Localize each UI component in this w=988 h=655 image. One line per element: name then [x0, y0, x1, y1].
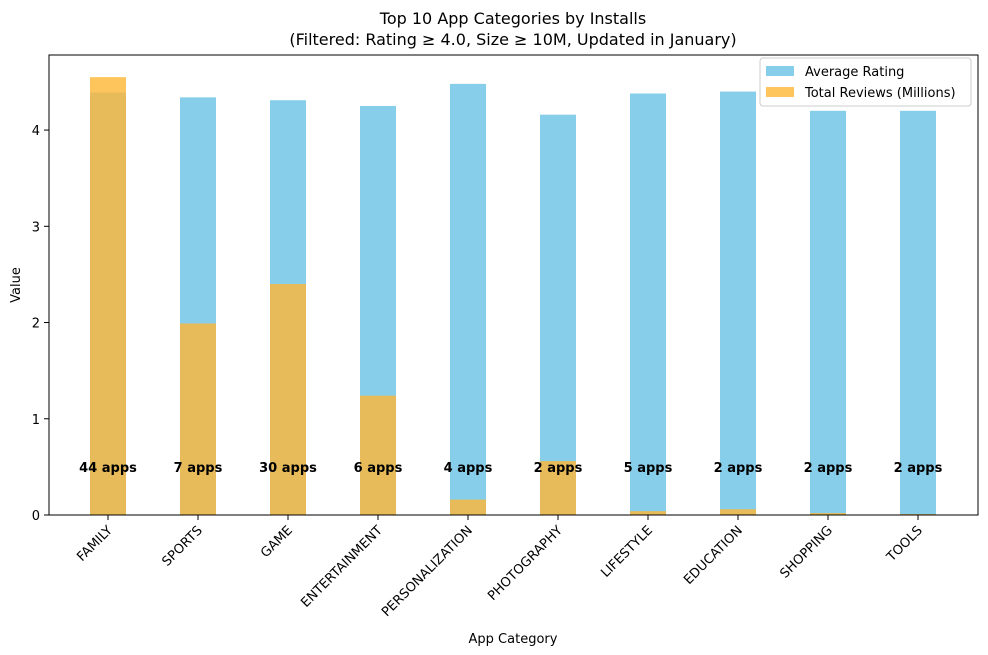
count-label-sports: 7 apps [174, 461, 223, 476]
count-label-shopping: 2 apps [804, 461, 853, 476]
count-label-personalization: 4 apps [444, 461, 493, 476]
legend-swatch-reviews [766, 87, 794, 97]
reviews-bars [90, 77, 936, 516]
legend-box [759, 57, 972, 107]
legend-label-rating: Average Rating [805, 65, 904, 80]
x-tick-label-personalization: PERSONALIZATION [379, 523, 476, 620]
x-axis-label: App Category [469, 632, 558, 647]
y-axis-label: Value [9, 267, 24, 303]
x-tick-label-sports: SPORTS [159, 523, 205, 569]
x-tick-label-entertainment: ENTERTAINMENT [298, 523, 385, 610]
bar-rating-shopping [810, 110, 846, 515]
count-label-family: 44 apps [79, 461, 137, 476]
y-axis: 0 1 2 3 4 [32, 124, 49, 524]
x-axis: FAMILY SPORTS GAME ENTERTAINMENTPERSONALIZA… [74, 515, 926, 620]
plot-frame [48, 54, 979, 516]
bar-reviews-photography [540, 461, 576, 515]
count-label-tools: 2 apps [894, 461, 943, 476]
x-tick-label-photography: PHOTOGRAPHY [485, 523, 566, 604]
legend-swatch-rating [766, 66, 794, 76]
chart-subtitle: (Filtered: Rating ≥ 4.0, Size ≥ 10M, Upd… [289, 30, 736, 49]
count-label-photography: 2 apps [534, 461, 583, 476]
rating-bars [90, 83, 936, 516]
y-tick-label: 4 [32, 124, 40, 139]
x-tick-label-tools: TOOLS [883, 523, 925, 565]
x-tick-label-game: GAME [258, 523, 296, 561]
count-label-education: 2 apps [714, 461, 763, 476]
bar-rating-tools [900, 110, 936, 515]
bar-rating-lifestyle [630, 93, 666, 516]
bar-reviews-lifestyle [630, 511, 666, 515]
x-tick-label-family: FAMILY [74, 523, 116, 565]
x-tick-label-lifestyle: LIFESTYLE [598, 523, 656, 581]
bar-rating-photography [540, 114, 576, 515]
bar-reviews-entertainment [360, 395, 396, 515]
legend: Average Rating Total Reviews (Millions) [759, 57, 972, 107]
y-tick-label: 3 [32, 220, 40, 235]
bar-reviews-family [90, 77, 126, 516]
y-tick-label: 1 [32, 413, 40, 428]
bar-rating-education [720, 91, 756, 516]
count-label-lifestyle: 5 apps [624, 461, 673, 476]
chart-title: Top 10 App Categories by Installs [379, 9, 646, 28]
bar-reviews-sports [180, 323, 216, 515]
x-tick-label-education: EDUCATION [681, 523, 746, 588]
y-tick-label: 2 [32, 317, 40, 332]
count-labels: 44 apps 7 apps 30 apps 6 apps 4 apps 2 apps 5 … [79, 461, 942, 476]
count-label-game: 30 apps [259, 461, 317, 476]
bar-rating-personalization [450, 83, 486, 515]
y-tick-label: 0 [32, 509, 40, 524]
bar-reviews-education [720, 509, 756, 515]
legend-label-reviews: Total Reviews (Millions) [804, 86, 956, 101]
x-tick-label-shopping: SHOPPING [777, 523, 835, 581]
bar-reviews-personalization [450, 499, 486, 515]
bar-reviews-game [270, 284, 306, 515]
bar-reviews-shopping [810, 513, 846, 515]
count-label-entertainment: 6 apps [354, 461, 403, 476]
